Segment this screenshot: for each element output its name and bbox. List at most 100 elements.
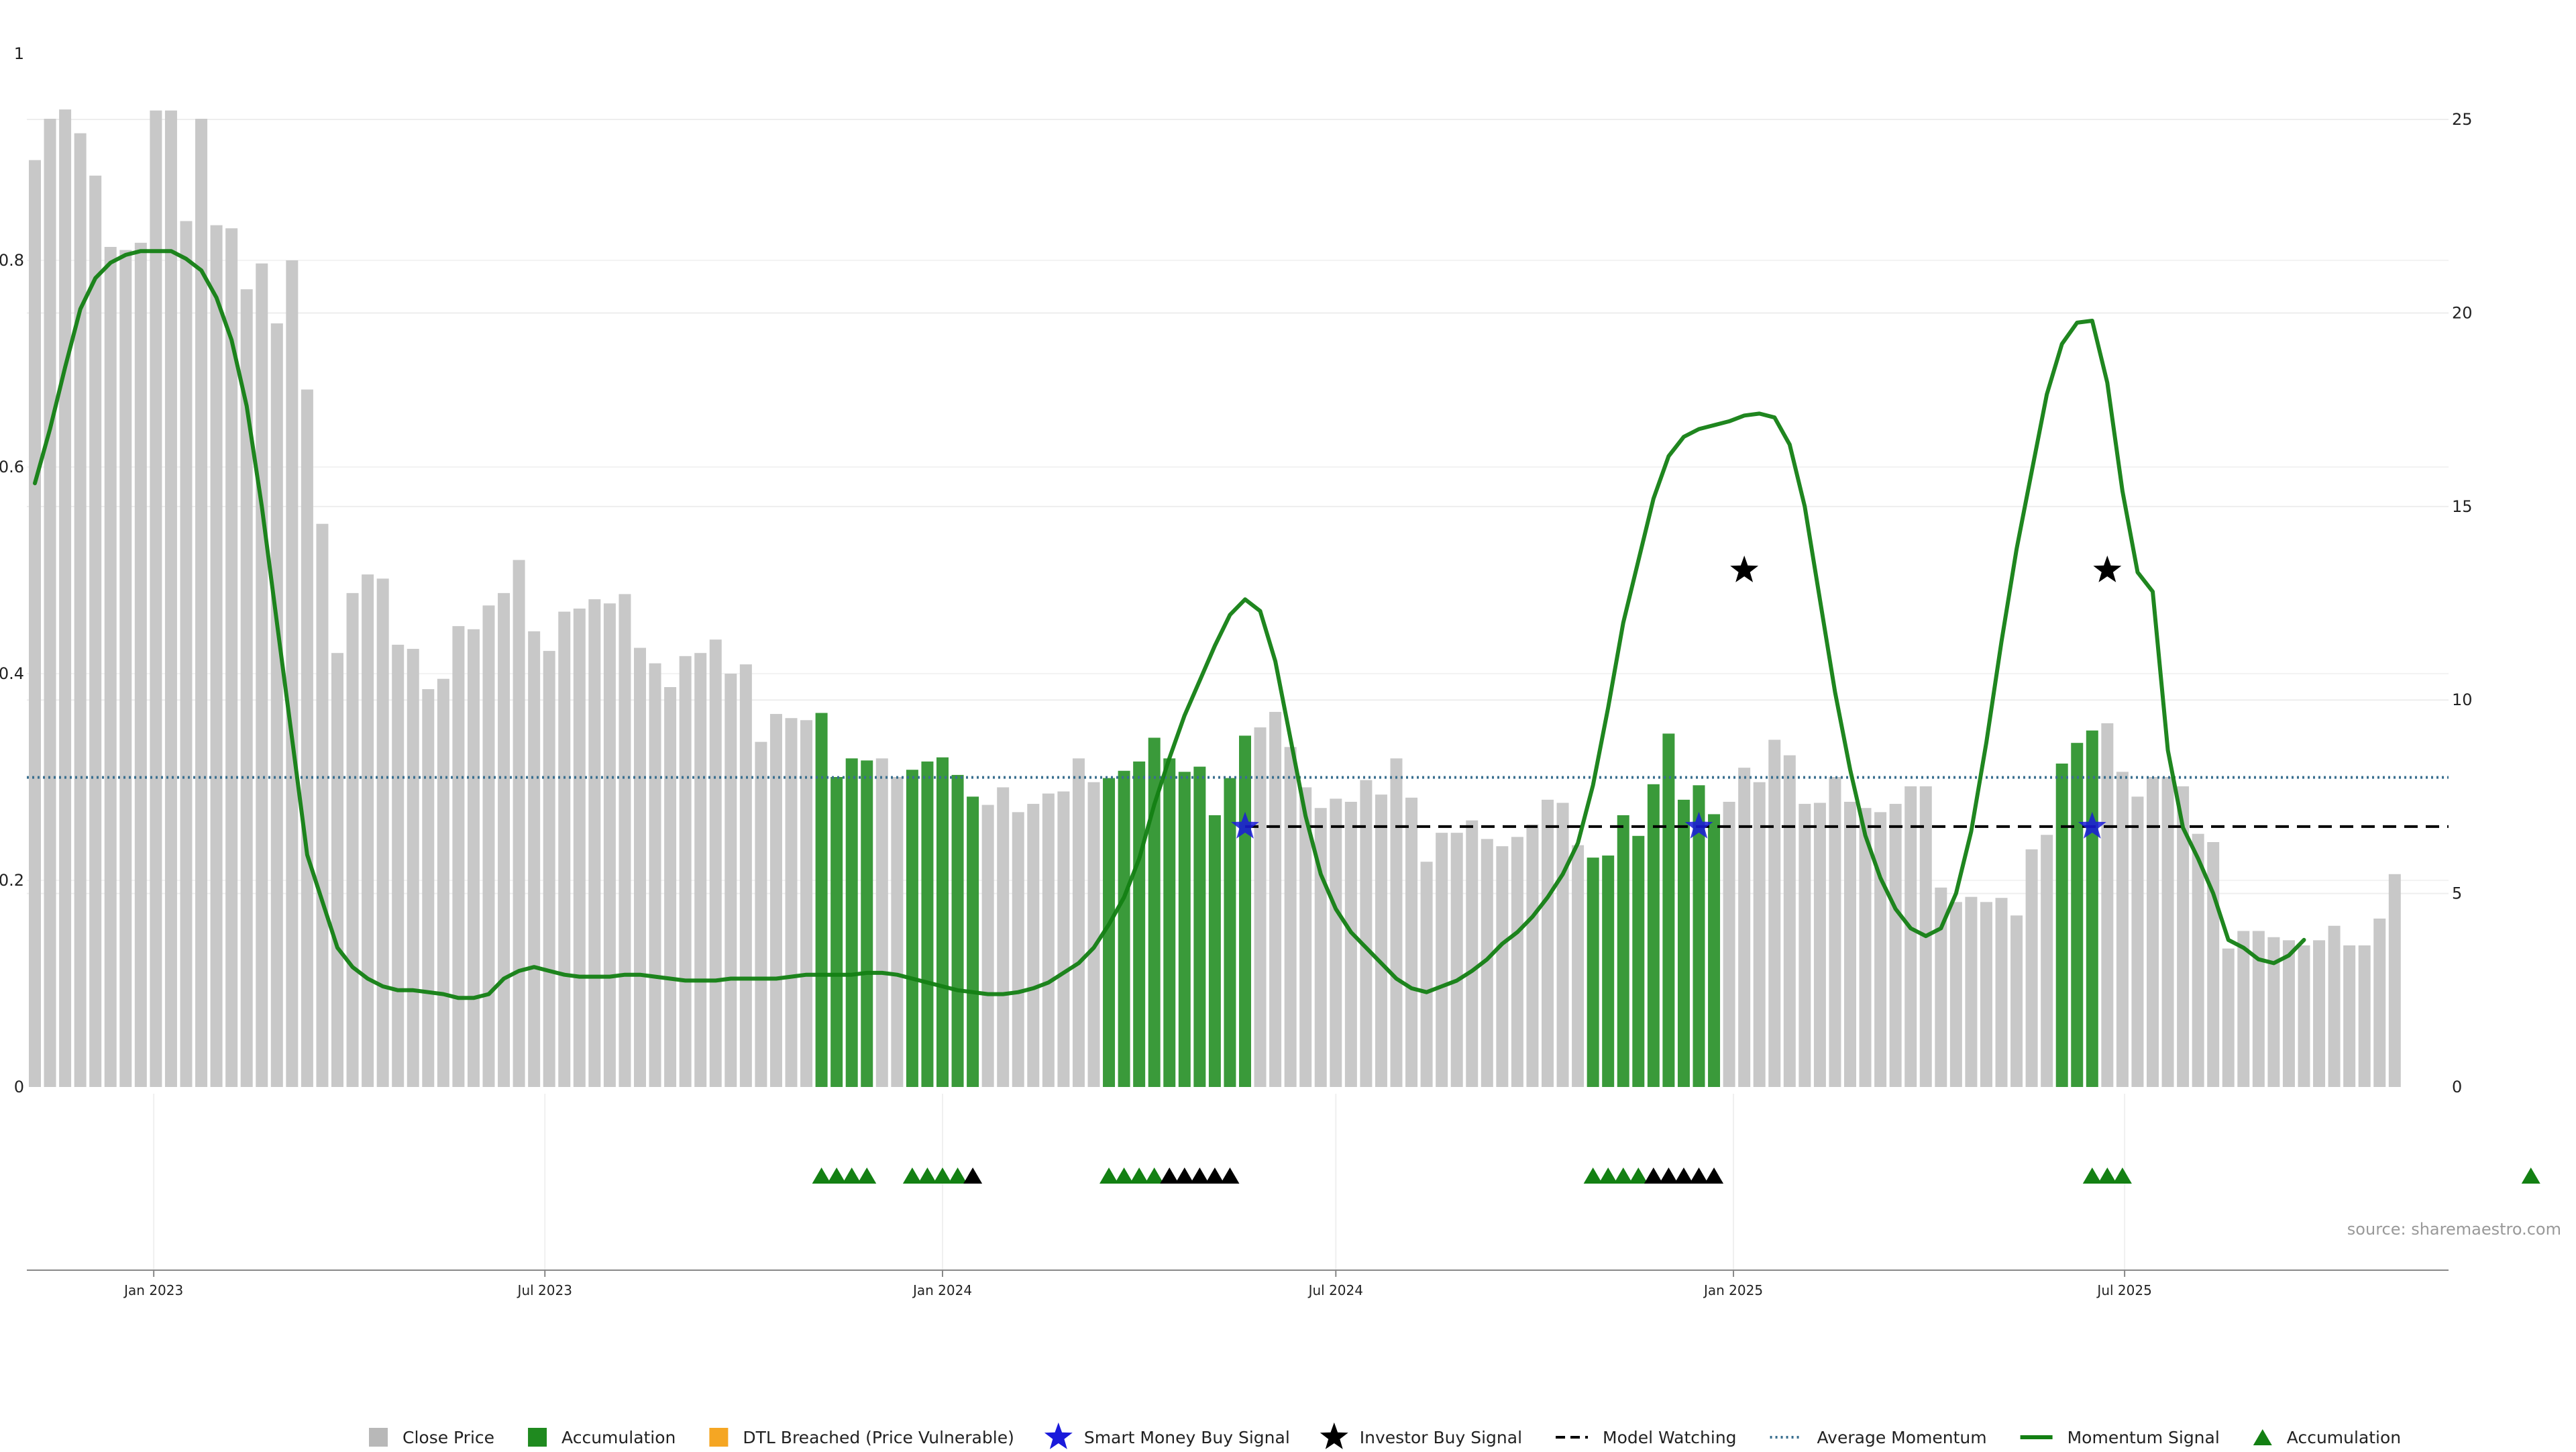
accumulation-bar: [1208, 815, 1221, 1087]
right-axis-tick-label: 5: [2452, 884, 2462, 903]
close-price-bar: [1995, 898, 2008, 1087]
close-price-bar: [1935, 887, 1947, 1087]
close-price-bar: [1556, 802, 1569, 1087]
close-price-bar: [331, 653, 343, 1087]
investor-buy-star: [2093, 556, 2122, 582]
legend-label: DTL Breached (Price Vulnerable): [743, 1428, 1014, 1447]
legend-item-close: Close Price: [369, 1428, 494, 1447]
accumulation-bar: [1224, 778, 1236, 1087]
close-price-bar: [1783, 755, 1796, 1087]
close-price-bar: [2147, 777, 2159, 1087]
accumulation-triangle: [1599, 1168, 1618, 1184]
close-price-bar: [1949, 902, 1962, 1087]
legend-label: Investor Buy Signal: [1360, 1428, 1522, 1447]
accumulation-bar: [1587, 858, 1599, 1087]
accumulation-bar: [861, 760, 873, 1087]
close-price-bar: [528, 631, 541, 1087]
close-price-bar: [1284, 747, 1297, 1087]
close-price-bar: [498, 592, 511, 1087]
legend-label: Momentum Signal: [2068, 1428, 2220, 1447]
close-price-bar: [1012, 812, 1024, 1087]
orange-square-icon: [709, 1428, 729, 1447]
close-price-bar: [1057, 791, 1070, 1087]
close-price-bar: [1420, 862, 1433, 1087]
close-price-bar: [1027, 804, 1040, 1087]
close-price-bar: [739, 664, 752, 1087]
accumulation-bar: [2055, 763, 2068, 1087]
close-price-bar: [392, 644, 405, 1087]
date-tick-label: Jul 2025: [2096, 1282, 2151, 1298]
legend-label: Smart Money Buy Signal: [1084, 1428, 1290, 1447]
accumulation-bar: [815, 713, 828, 1087]
accumulation-bar: [2071, 743, 2084, 1087]
legend-item-smart: Smart Money Buy Signal: [1044, 1422, 1290, 1449]
close-price-bar: [482, 605, 495, 1087]
close-price-bar: [1375, 794, 1387, 1087]
close-price-bar: [1753, 782, 1766, 1087]
accumulation-triangle: [1629, 1168, 1648, 1184]
close-price-bar: [164, 110, 177, 1088]
accumulation-triangle: [933, 1168, 952, 1184]
source-note: source: sharemaestro.com: [2347, 1220, 2561, 1239]
date-tick-label: Jul 2023: [517, 1282, 572, 1298]
legend-item-watch: Model Watching: [1556, 1428, 1737, 1447]
legend-label: Accumulation: [2287, 1428, 2401, 1447]
close-price-bar: [2282, 940, 2295, 1087]
left-axis-tick-label: 0.6: [0, 458, 24, 476]
accumulation-bar: [1103, 778, 1116, 1087]
legend-label: Close Price: [402, 1428, 494, 1447]
date-tick-label: Jan 2024: [912, 1282, 972, 1298]
close-price-bar: [634, 647, 646, 1087]
investor-triangle: [1175, 1168, 1194, 1184]
close-price-bar: [59, 109, 72, 1087]
accumulation-triangle: [857, 1168, 877, 1184]
accumulation-bar: [1647, 784, 1660, 1087]
close-price-bar: [997, 787, 1010, 1087]
legend: Close Price Accumulation DTL Breached (Pri…: [369, 1422, 2401, 1449]
close-price-bar: [2101, 723, 2114, 1087]
close-price-bar: [2373, 918, 2386, 1087]
close-price-bar: [1904, 786, 1917, 1087]
signal-lines: [27, 249, 2449, 1000]
close-price-bar: [2025, 849, 2038, 1087]
close-price-bar: [1390, 758, 1403, 1087]
investor-triangle: [1659, 1168, 1678, 1184]
close-price-bar: [709, 639, 722, 1087]
close-price-bar: [2041, 835, 2053, 1087]
close-price-bar: [2313, 940, 2326, 1087]
close-price-bar: [2267, 937, 2280, 1087]
right-axis-tick-label: 25: [2452, 110, 2473, 129]
accumulation-bar: [921, 761, 934, 1087]
close-price-bar: [875, 758, 888, 1087]
legend-label: Model Watching: [1603, 1428, 1737, 1447]
accumulation-bar: [1617, 815, 1629, 1087]
close-price-bar: [1572, 845, 1585, 1087]
legend-item-investor: Investor Buy Signal: [1320, 1422, 1522, 1449]
close-price-bar: [785, 718, 798, 1087]
close-price-bar: [74, 133, 87, 1088]
close-price-bar: [1844, 801, 1856, 1087]
accumulation-bar: [1163, 758, 1176, 1087]
close-price-bar: [2343, 945, 2356, 1087]
close-price-bar: [649, 663, 661, 1087]
close-price-bar: [376, 578, 389, 1087]
right-axis-tick-label: 20: [2452, 303, 2473, 322]
investor-triangle: [963, 1168, 983, 1184]
close-price-bar: [981, 805, 994, 1087]
accumulation-bar: [967, 796, 979, 1087]
close-price-bar: [437, 678, 449, 1087]
green-triangle-icon: [2253, 1429, 2272, 1445]
grey-square-icon: [369, 1428, 388, 1447]
close-price-bar: [1768, 739, 1781, 1087]
investor-triangle: [1190, 1168, 1210, 1184]
close-price-bar: [2116, 772, 2129, 1087]
accumulation-triangle: [918, 1168, 937, 1184]
close-price-bar: [1511, 837, 1523, 1087]
date-tick-label: Jan 2025: [1703, 1282, 1763, 1298]
investor-triangle: [1689, 1168, 1709, 1184]
close-price-bar: [2328, 925, 2341, 1087]
close-price-bar: [769, 714, 782, 1087]
close-price-bar: [1799, 804, 1811, 1087]
black-star-icon: [1320, 1422, 1348, 1449]
